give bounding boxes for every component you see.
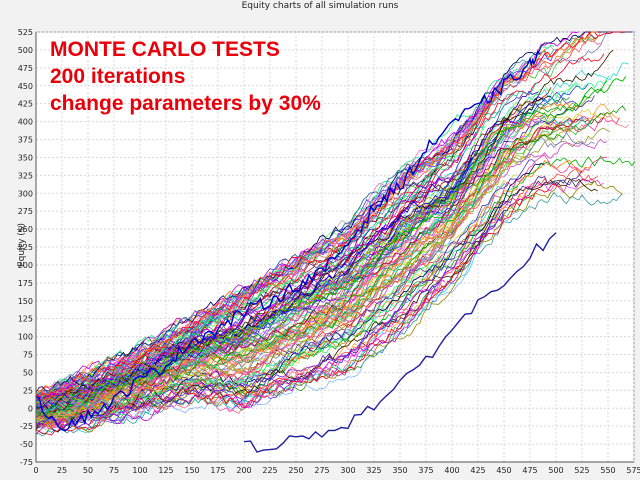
x-tick-label: 575	[626, 466, 640, 475]
y-tick-label: 500	[18, 46, 33, 55]
x-tick-label: 50	[83, 466, 93, 475]
series-line	[35, 73, 526, 403]
y-tick-label: 225	[18, 243, 33, 252]
annotation-line-3: change parameters by 30%	[50, 92, 321, 115]
x-tick-label: 350	[392, 466, 407, 475]
y-tick-label: 125	[18, 315, 33, 324]
x-tick-label: 250	[288, 466, 303, 475]
y-tick-label: 275	[18, 207, 33, 216]
x-tick-label: 500	[548, 466, 563, 475]
series-line	[35, 132, 477, 404]
highlight-series-line	[243, 232, 557, 453]
annotation-line-1: MONTE CARLO TESTS	[50, 38, 280, 61]
y-tick-label: 525	[18, 28, 33, 37]
x-tick-label: 400	[444, 466, 459, 475]
series-line	[35, 157, 474, 409]
chart-title: Equity charts of all simulation runs	[241, 1, 399, 11]
series-line	[35, 159, 592, 430]
x-tick-label: 275	[314, 466, 329, 475]
annotation-line-2: 200 iterations	[50, 65, 186, 88]
series-line	[35, 170, 583, 427]
y-tick-label: -75	[20, 458, 33, 467]
y-tick-label: 300	[18, 189, 33, 198]
series-line	[35, 31, 579, 398]
y-tick-label: 475	[18, 64, 33, 73]
series-line	[35, 208, 433, 411]
series-line	[35, 210, 452, 415]
series-line	[35, 155, 636, 428]
series-line	[35, 260, 445, 424]
series-line	[35, 100, 495, 405]
x-tick-label: 0	[33, 466, 38, 475]
series-line	[35, 105, 626, 421]
series-line	[35, 182, 508, 424]
series-line	[35, 209, 505, 429]
y-tick-label: 250	[18, 225, 33, 234]
annotation-text: MONTE CARLO TESTS 200 iterations change …	[50, 36, 321, 117]
series-line	[35, 210, 520, 429]
series-line	[35, 209, 471, 421]
series-line	[35, 116, 592, 414]
x-tick-label: 150	[184, 466, 199, 475]
x-tick-label: 300	[340, 466, 355, 475]
x-tick-label: 75	[109, 466, 119, 475]
y-tick-label: -25	[20, 422, 33, 431]
x-tick-label: 450	[496, 466, 511, 475]
y-tick-label: 50	[23, 368, 33, 377]
y-tick-label: 150	[18, 297, 33, 306]
series-line	[35, 279, 445, 429]
y-tick-label: 425	[18, 100, 33, 109]
x-tick-label: 375	[418, 466, 433, 475]
x-tick-label: 200	[236, 466, 251, 475]
y-tick-label: 175	[18, 279, 33, 288]
y-tick-label: 0	[28, 404, 33, 413]
series-line	[35, 162, 464, 407]
series-line	[36, 124, 576, 426]
x-tick-label: 550	[600, 466, 615, 475]
x-tick-label: 100	[132, 466, 147, 475]
y-tick-label: -50	[20, 440, 33, 449]
series-line	[35, 126, 564, 420]
y-tick-label: 450	[18, 82, 33, 91]
series-line	[35, 280, 445, 429]
x-tick-label: 25	[57, 466, 67, 475]
x-tick-label: 525	[574, 466, 589, 475]
y-tick-label: 375	[18, 136, 33, 145]
series-line	[35, 158, 514, 426]
y-tick-label: 200	[18, 261, 33, 270]
series-line	[35, 132, 595, 423]
y-tick-label: 25	[23, 386, 33, 395]
y-tick-label: 325	[18, 171, 33, 180]
series-line	[35, 76, 626, 416]
y-tick-label: 100	[18, 333, 33, 342]
y-tick-label: 75	[23, 351, 33, 360]
series-line	[35, 31, 598, 396]
x-tick-label: 425	[470, 466, 485, 475]
highlight-series-line	[35, 49, 541, 432]
x-tick-label: 475	[522, 466, 537, 475]
x-tick-label: 325	[366, 466, 381, 475]
series-line	[35, 212, 473, 420]
y-tick-label: 350	[18, 153, 33, 162]
x-tick-label: 175	[210, 466, 225, 475]
y-tick-label: 400	[18, 118, 33, 127]
series-line	[35, 159, 536, 421]
series-line	[35, 31, 632, 393]
x-tick-label: 125	[158, 466, 173, 475]
x-tick-label: 225	[262, 466, 277, 475]
series-line	[35, 191, 467, 410]
